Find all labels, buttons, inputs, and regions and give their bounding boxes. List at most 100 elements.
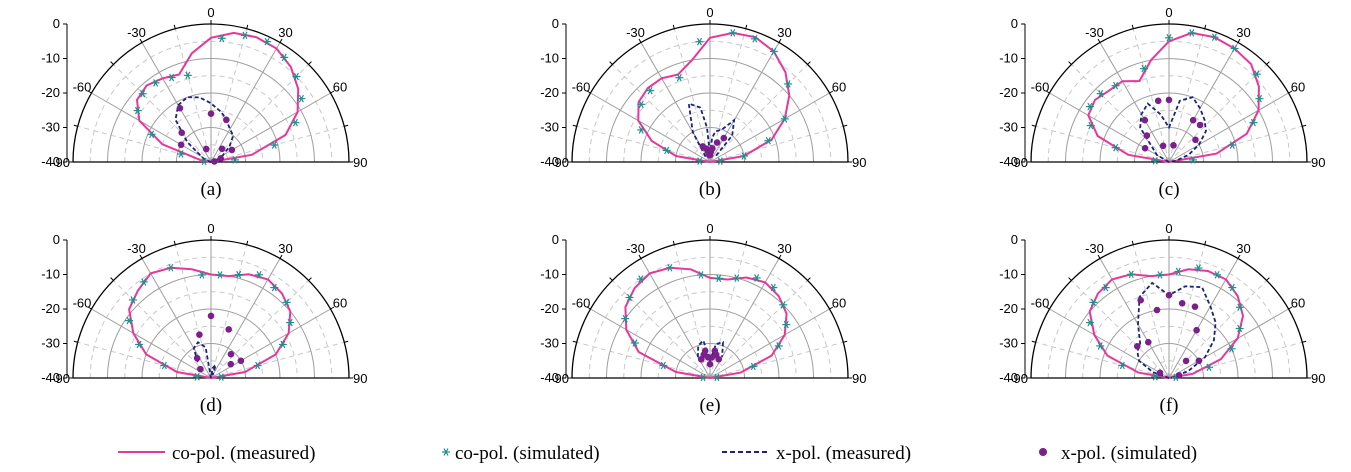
angle-tick-label: -60 [73, 296, 92, 311]
co-simulated-point [166, 263, 175, 272]
angle-tick-mark [1068, 277, 1072, 281]
angle-tick-mark [829, 306, 834, 310]
co-simulated-point [749, 362, 758, 371]
co-simulated-point [278, 340, 287, 349]
co-simulated-point [263, 37, 272, 46]
angle-tick-label: -90 [550, 155, 569, 170]
series-co-measured-line [624, 266, 788, 379]
x-simulated-point [207, 110, 215, 117]
angle-tick-mark [344, 340, 349, 343]
co-simulated-point [769, 47, 778, 56]
angle-tick-mark [246, 24, 249, 29]
angle-tick-mark [1131, 24, 1134, 29]
angle-tick-mark [829, 90, 834, 94]
co-simulated-point [695, 157, 704, 165]
r-tick-label: 0 [1011, 16, 1018, 31]
angle-tick-label: 30 [1236, 25, 1250, 40]
angle-tick-mark [1031, 340, 1036, 343]
outer-arc [72, 239, 350, 379]
series-x-measured-line [697, 338, 724, 364]
co-simulated-point [662, 146, 671, 155]
x-simulated-point [211, 158, 218, 165]
panel-label: (c) [1158, 179, 1179, 200]
co-simulated-point [782, 320, 791, 329]
angle-tick-label: 0 [207, 221, 214, 236]
grid-minor-ring [193, 360, 229, 379]
r-tick-label: -40 [41, 370, 60, 385]
angle-tick-mark [330, 90, 335, 94]
x-simulated-point [1141, 116, 1149, 124]
angle-tick-mark [1097, 38, 1101, 43]
angle-tick-label: 30 [777, 25, 791, 40]
co-simulated-point [160, 361, 169, 370]
co-simulated-point [750, 35, 759, 43]
r-tick-label: -40 [41, 154, 60, 169]
angle-tick-label: 90 [852, 155, 866, 170]
r-tick-label: -30 [41, 120, 60, 135]
grid-major-spoke [709, 92, 830, 163]
angle-tick-label: -60 [572, 80, 591, 95]
angle-tick-mark [73, 340, 78, 343]
angle-tick-label: 30 [777, 241, 791, 256]
grid-minor-spoke [210, 125, 345, 163]
legend-item-co-simulated: co-pol. (simulated) [442, 443, 600, 464]
co-simulated-point [139, 278, 148, 286]
x-simulated-point [176, 104, 184, 112]
angle-tick-label: 60 [832, 296, 846, 311]
x-simulated-point [1195, 357, 1203, 365]
r-tick-label: -10 [999, 51, 1018, 66]
co-simulated-point [1204, 363, 1213, 372]
grid-major-spoke [141, 42, 212, 163]
x-simulated-point [1165, 291, 1173, 299]
co-simulated-point [630, 339, 639, 347]
co-simulated-point [1086, 121, 1095, 130]
co-simulated-point [712, 373, 721, 382]
x-simulated-point [197, 365, 204, 373]
angle-tick-label: -30 [626, 241, 645, 256]
co-simulated-point [253, 361, 262, 370]
x-simulated-point [1145, 338, 1152, 346]
angle-tick-mark [1288, 306, 1293, 310]
legend-asterisk [442, 448, 450, 456]
co-simulated-point [784, 80, 793, 88]
r-tick-label: -10 [999, 267, 1018, 282]
co-simulated-point [1187, 29, 1196, 37]
grid-minor-spoke [673, 28, 711, 163]
angle-tick-label: -90 [51, 155, 70, 170]
angle-tick-label: 60 [333, 80, 347, 95]
x-simulated-point [218, 145, 226, 153]
co-simulated-point [1165, 34, 1173, 42]
co-simulated-point [255, 271, 264, 279]
angle-tick-mark [73, 124, 78, 127]
r-tick-label: -30 [999, 336, 1018, 351]
x-simulated-point [225, 326, 232, 333]
co-simulated-point [135, 340, 144, 349]
co-simulated-point [231, 156, 240, 164]
polar-panel-4: 0 -10 -20 -30 -40-90 -60 -30 0 30 60 90 (d) [41, 221, 367, 416]
r-tick-label: -30 [540, 120, 559, 135]
angle-tick-mark [807, 277, 811, 281]
co-simulated-point [1213, 271, 1222, 279]
grid-minor-spoke [1168, 244, 1206, 379]
co-simulated-point [1151, 373, 1160, 381]
legend-label-co-measured: co-pol. (measured) [172, 443, 316, 464]
co-simulated-point [297, 94, 306, 103]
grid-major-spoke [210, 258, 281, 379]
polar-panels: 0-10-20-30-40-90-60-300306090(a)0-10-20-… [41, 5, 1325, 416]
angle-tick-mark [1266, 277, 1270, 281]
grid-minor-spoke [709, 341, 844, 379]
grid-major-spoke [210, 42, 281, 163]
x-simulated-point [713, 139, 721, 146]
polar-panel-5: 0 -10 -20 -30 -40-90 -60 -30 0 30 60 90 (e) [540, 221, 866, 416]
angle-tick-label: -90 [51, 371, 70, 386]
x-simulated-point [1154, 97, 1162, 105]
r-tick-label: -10 [540, 267, 559, 282]
r-tick-label: 0 [53, 232, 60, 247]
co-simulated-point [1230, 44, 1239, 53]
grid-minor-spoke [709, 64, 808, 163]
angle-tick-label: -30 [127, 25, 146, 40]
co-simulated-point [1249, 118, 1258, 127]
angle-tick-mark [1237, 38, 1241, 43]
x-simulated-point [1182, 357, 1190, 365]
